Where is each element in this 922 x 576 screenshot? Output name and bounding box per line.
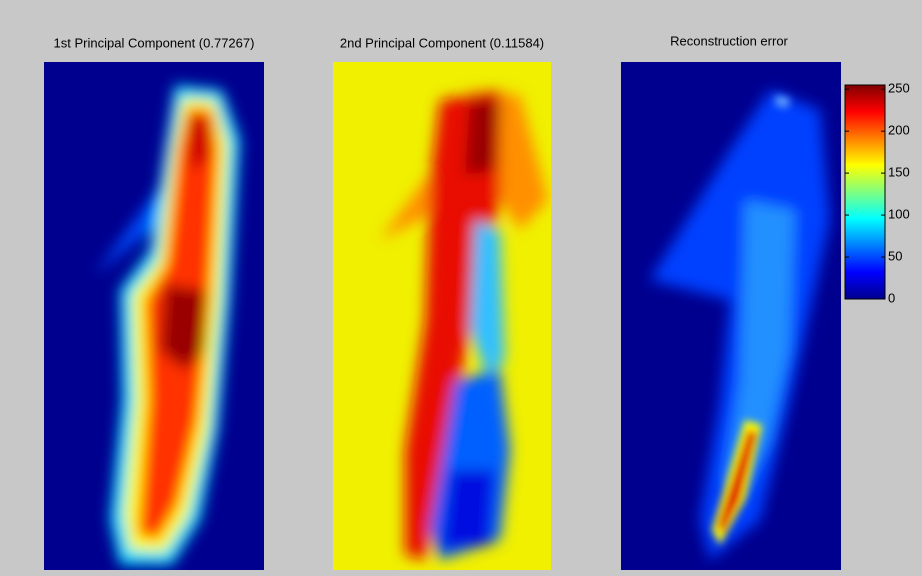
image-panel (621, 62, 841, 570)
colorbar-scale (845, 85, 885, 299)
panel-title: 2nd Principal Component (0.11584) (340, 35, 544, 50)
image-panel (44, 62, 264, 570)
colorbar-tick-label: 250 (888, 81, 910, 96)
image-panel (333, 62, 551, 570)
colorbar-tick-label: 0 (888, 290, 895, 305)
figure: 1st Principal Component (0.77267) 2nd Pr… (0, 0, 922, 576)
panel-title: 1st Principal Component (0.77267) (54, 35, 255, 50)
colorbar-tick-label: 100 (888, 207, 910, 222)
colorbar-tick-label: 200 (888, 123, 910, 138)
colorbar-tick-label: 50 (888, 248, 902, 263)
panel-title: Reconstruction error (670, 33, 788, 48)
colorbar-tick-label: 150 (888, 165, 910, 180)
